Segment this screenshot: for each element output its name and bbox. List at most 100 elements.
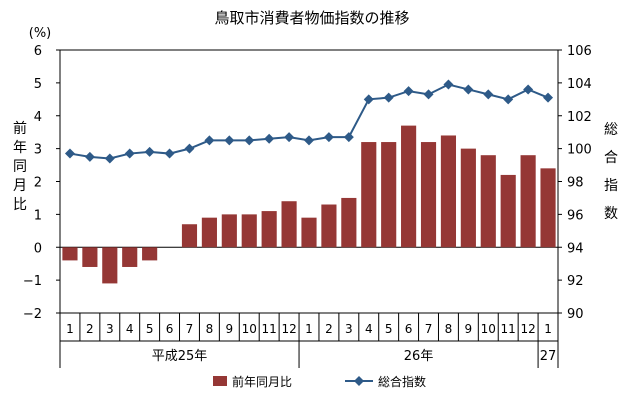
line-総合指数: [69, 83, 549, 160]
bar-前年同月比: [401, 125, 417, 248]
group-label: 平成25年: [152, 349, 208, 364]
bar-前年同月比: [221, 214, 237, 248]
point-総合指数: [383, 92, 394, 103]
point-総合指数: [403, 86, 414, 97]
point-総合指数: [204, 135, 215, 146]
category-label: 7: [425, 322, 433, 336]
category-label: 1: [66, 322, 74, 336]
point-総合指数: [84, 151, 95, 162]
left-axis-label-char: 年: [13, 140, 27, 156]
left-axis-tick-label: 0: [34, 241, 42, 256]
category-label: 6: [166, 322, 174, 336]
bar-前年同月比: [122, 247, 138, 267]
point-総合指数: [343, 132, 354, 143]
left-axis-tick-label: 2: [34, 176, 42, 191]
right-axis-tick-label: 98: [567, 176, 584, 191]
point-総合指数: [264, 133, 275, 144]
point-総合指数: [483, 89, 494, 100]
category-label: 3: [345, 322, 353, 336]
right-axis-tick-label: 90: [567, 307, 584, 322]
point-総合指数: [423, 89, 434, 100]
category-label: 8: [445, 322, 453, 336]
point-総合指数: [184, 143, 195, 154]
bar-前年同月比: [241, 214, 257, 248]
legend-line-marker: [354, 376, 364, 386]
point-総合指数: [164, 148, 175, 159]
category-label: 8: [206, 322, 214, 336]
left-axis-tick-label: −1: [23, 274, 42, 289]
left-axis-tick-label: 1: [34, 208, 42, 223]
point-総合指数: [503, 94, 514, 105]
legend-line-label: 総合指数: [378, 374, 426, 389]
bar-前年同月比: [261, 211, 277, 248]
category-label: 9: [465, 322, 473, 336]
plot-area: −2−101234569092949698100102104106前年同月比総合…: [13, 44, 618, 389]
right-axis-tick-label: 106: [567, 44, 592, 59]
point-総合指数: [304, 135, 314, 146]
chart-title: 鳥取市消費者物価指数の推移: [214, 9, 409, 27]
right-axis-tick-label: 92: [567, 274, 584, 289]
point-総合指数: [144, 146, 155, 157]
left-axis-tick-label: 3: [34, 143, 42, 158]
legend-bar-swatch: [213, 376, 227, 386]
point-総合指数: [363, 94, 374, 105]
category-label: 11: [262, 322, 277, 336]
point-総合指数: [443, 79, 454, 90]
point-総合指数: [543, 92, 554, 103]
category-label: 12: [520, 322, 535, 336]
right-axis-tick-label: 94: [567, 241, 584, 256]
legend: 前年同月比 総合指数: [213, 374, 426, 389]
bar-前年同月比: [301, 217, 317, 248]
left-axis-label-char: 前: [13, 120, 27, 137]
category-label: 4: [365, 322, 373, 336]
point-総合指数: [323, 132, 334, 143]
point-総合指数: [104, 153, 115, 164]
point-総合指数: [523, 84, 534, 95]
bar-前年同月比: [361, 142, 377, 248]
bar-前年同月比: [142, 247, 158, 261]
category-label: 2: [325, 322, 333, 336]
point-総合指数: [284, 132, 295, 143]
category-label: 5: [385, 322, 393, 336]
category-label: 11: [501, 322, 516, 336]
right-axis-tick-label: 100: [567, 143, 592, 158]
point-総合指数: [244, 135, 255, 146]
category-label: 6: [405, 322, 413, 336]
bar-前年同月比: [381, 142, 397, 248]
right-axis-label-char: 数: [604, 206, 618, 222]
bar-前年同月比: [460, 148, 476, 248]
left-axis-tick-label: −2: [23, 307, 42, 322]
bar-前年同月比: [102, 247, 118, 284]
left-axis-tick-label: 4: [34, 110, 42, 125]
point-総合指数: [124, 148, 135, 159]
group-label: 27: [540, 349, 557, 364]
bar-前年同月比: [420, 142, 437, 248]
bar-前年同月比: [341, 197, 357, 248]
left-axis-label-char: 月: [13, 178, 27, 194]
bar-前年同月比: [321, 204, 337, 248]
group-label: 26年: [404, 349, 434, 364]
bar-前年同月比: [500, 174, 516, 248]
category-label: 1: [544, 322, 552, 336]
left-axis-tick-label: 5: [34, 77, 42, 92]
point-総合指数: [64, 148, 75, 159]
category-label: 9: [225, 322, 233, 336]
bar-前年同月比: [440, 135, 457, 248]
left-axis-tick-label: 6: [34, 44, 42, 59]
category-label: 12: [281, 322, 296, 336]
bar-前年同月比: [62, 247, 78, 261]
bar-前年同月比: [201, 217, 217, 248]
bar-前年同月比: [281, 201, 297, 248]
right-axis-label-char: 総: [604, 122, 618, 138]
right-axis-label-char: 指: [604, 178, 618, 194]
point-総合指数: [463, 84, 474, 95]
category-label: 4: [126, 322, 134, 336]
category-label: 3: [106, 322, 114, 336]
category-label: 1: [305, 322, 313, 336]
category-label: 2: [86, 322, 94, 336]
category-label: 10: [481, 322, 496, 336]
point-総合指数: [224, 135, 235, 146]
category-label: 7: [186, 322, 194, 336]
category-label: 10: [242, 322, 257, 336]
